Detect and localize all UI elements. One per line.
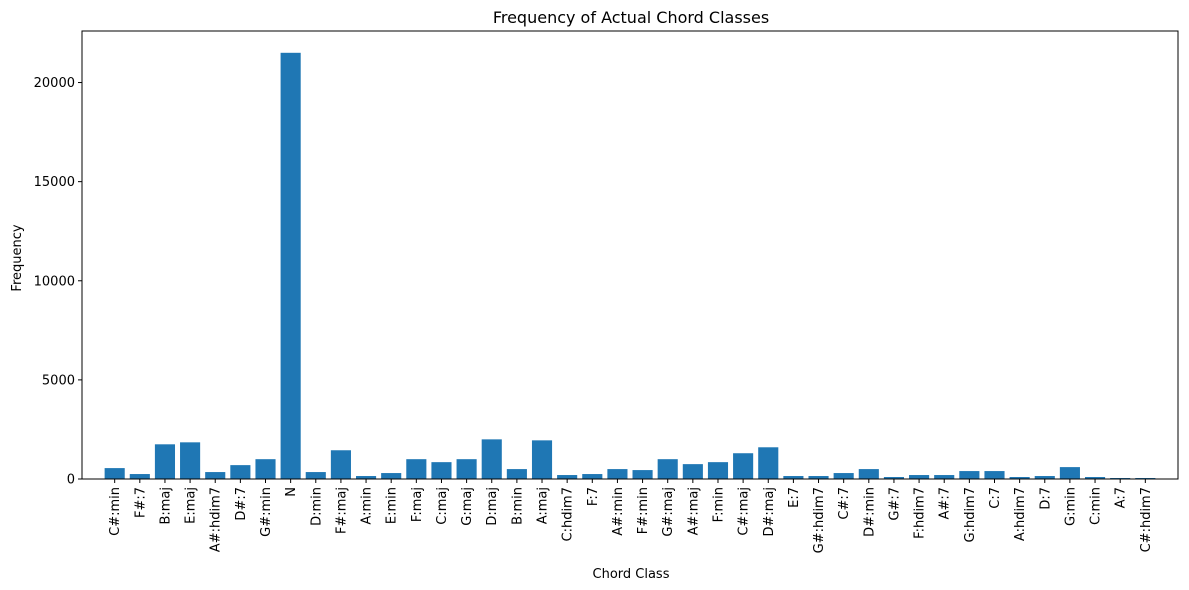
bar-A:maj: [531, 440, 553, 479]
y-tick-label: 10000: [34, 274, 75, 289]
x-tick-label: C#:hdim7: [1139, 487, 1154, 552]
x-tick-label: A:maj: [536, 487, 551, 524]
bar-F:maj: [406, 459, 427, 479]
x-tick-label: E:7: [787, 487, 802, 508]
x-axis: C#:min F#:7 B:maj E:maj A#:hdim7 D#:7 G#:min N D…: [108, 479, 1154, 553]
x-tick-label: B:min: [510, 487, 525, 525]
x-tick-label: C:maj: [435, 487, 450, 525]
x-tick-label: A:hdim7: [1013, 487, 1028, 541]
bar-N: [280, 52, 301, 480]
plot-area: [81, 30, 1179, 480]
bar-G:min: [1059, 467, 1080, 479]
bar-A:hdim7: [1009, 477, 1030, 479]
bar-C:min: [1084, 477, 1106, 479]
x-tick-label: F:hdim7: [913, 487, 928, 539]
x-tick-label: G:min: [1063, 487, 1078, 526]
y-axis: 0 5000 10000 15000 20000: [34, 76, 82, 488]
x-tick-label: A#:7: [938, 487, 953, 519]
x-axis-label: Chord Class: [593, 567, 670, 582]
y-tick-label: 5000: [42, 373, 75, 388]
x-tick-label: G:maj: [460, 487, 475, 526]
x-tick-label: F#:min: [636, 487, 651, 534]
bar-F:min: [707, 462, 729, 479]
x-tick-label: G#:min: [259, 487, 274, 537]
y-tick-label: 0: [67, 473, 75, 488]
x-tick-label: C:min: [1089, 487, 1104, 525]
x-tick-label: F:7: [586, 487, 601, 506]
bar-E:maj: [180, 442, 201, 479]
bar-G#:hdim7: [808, 476, 829, 479]
bar-B:maj: [154, 444, 176, 479]
bar-C:7: [984, 471, 1005, 479]
bar-G#:min: [255, 459, 276, 479]
x-tick-label: A:min: [360, 487, 375, 525]
x-tick-label: C:7: [988, 487, 1003, 509]
x-tick-label: C#:7: [837, 487, 852, 520]
bar-E:min: [381, 473, 402, 479]
bar-F#:maj: [330, 450, 351, 479]
bar-C:maj: [431, 462, 452, 479]
x-tick-label: F#:maj: [334, 487, 349, 534]
x-tick-label: G#:maj: [661, 487, 676, 537]
x-tick-label: D:7: [1038, 487, 1053, 510]
x-tick-label: C#:min: [108, 487, 123, 536]
bar-G:maj: [456, 459, 477, 479]
bar-C:hdim7: [557, 475, 578, 479]
bar-D#:min: [858, 469, 879, 479]
y-tick-label: 20000: [34, 76, 75, 91]
x-tick-label: F:maj: [410, 487, 425, 522]
bar-C#:7: [833, 473, 854, 479]
x-tick-label: D#:min: [862, 487, 877, 537]
x-tick-label: D#:7: [234, 487, 249, 521]
bar-D:maj: [481, 439, 502, 479]
bar-C#:min: [104, 468, 125, 479]
x-tick-label: A#:hdim7: [209, 487, 224, 552]
x-tick-label: A:7: [1114, 487, 1129, 508]
x-tick-label: F:min: [711, 487, 726, 522]
x-tick-label: A#:maj: [686, 487, 701, 535]
bar-D#:maj: [758, 447, 779, 479]
bar-F#:min: [632, 470, 653, 479]
x-tick-label: G#:7: [887, 487, 902, 521]
chart-title: Frequency of Actual Chord Classes: [493, 8, 769, 27]
x-tick-label: E:min: [385, 487, 400, 524]
bar-F#:7: [129, 474, 150, 479]
x-tick-label: E:maj: [184, 487, 199, 524]
bar-D:7: [1034, 476, 1055, 479]
x-tick-label: C:hdim7: [561, 487, 576, 542]
bar-A#:maj: [682, 464, 703, 479]
bar-A#:min: [607, 469, 628, 479]
bar-G:hdim7: [959, 471, 980, 479]
bar-G#:7: [883, 477, 904, 479]
bar-A#:hdim7: [205, 472, 226, 479]
y-axis-label: Frequency: [10, 224, 25, 291]
bar-A#:7: [934, 475, 955, 479]
x-tick-label: A#:min: [611, 487, 626, 536]
bar-A:min: [356, 476, 377, 479]
y-tick-label: 15000: [34, 175, 75, 190]
x-tick-label: D#:maj: [762, 487, 777, 537]
x-tick-label: F#:7: [133, 487, 148, 518]
bar-D:min: [305, 472, 326, 479]
x-tick-label: D:min: [309, 487, 324, 526]
x-tick-label: N: [284, 487, 299, 497]
bar-F:7: [582, 474, 603, 479]
plot-frame: [81, 30, 1179, 480]
bar-E:7: [783, 476, 804, 479]
x-tick-label: G#:hdim7: [812, 487, 827, 553]
x-tick-label: G:hdim7: [963, 487, 978, 543]
bar-G#:maj: [657, 459, 678, 479]
bar-D#:7: [230, 465, 251, 479]
x-tick-label: C#:maj: [737, 487, 752, 536]
bar-C#:maj: [733, 453, 754, 479]
x-tick-label: B:maj: [158, 487, 173, 525]
bar-F:hdim7: [909, 475, 930, 479]
x-tick-label: D:maj: [485, 487, 500, 526]
bar-B:min: [506, 469, 527, 479]
